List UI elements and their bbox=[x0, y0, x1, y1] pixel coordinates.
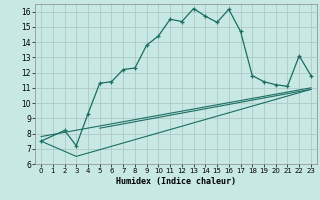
X-axis label: Humidex (Indice chaleur): Humidex (Indice chaleur) bbox=[116, 177, 236, 186]
